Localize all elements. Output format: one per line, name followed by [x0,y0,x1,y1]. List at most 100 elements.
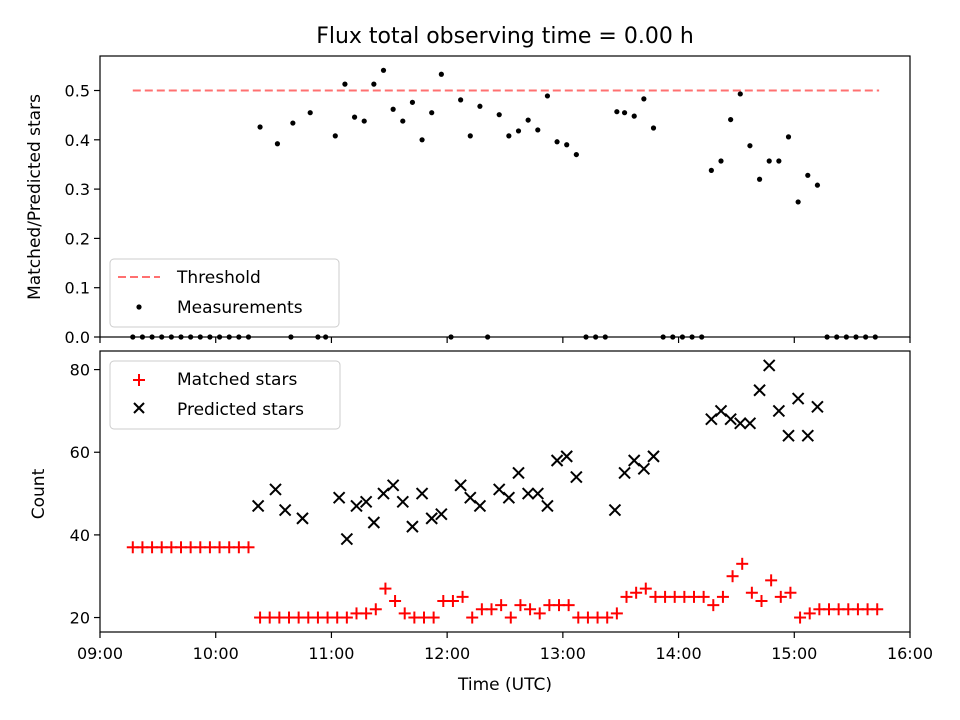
matched-star-point-38 [495,599,508,612]
top-chart-title: Flux total observing time = 0.00 h [316,24,694,49]
matched-star-point-63 [736,557,749,570]
top-ytick-label-0.2: 0.2 [65,229,90,248]
predicted-star-point-23 [531,487,544,500]
predicted-star-point-36 [734,417,747,430]
predicted-star-point-5 [340,532,354,546]
predicted-star-point-14 [425,512,438,525]
bottom-y-ticks: 20 40 60 80 [70,361,100,628]
measurement-point-50 [621,110,628,116]
measurement-point-13 [257,124,263,130]
measurement-point-65 [766,158,772,164]
top-ytick-label-0.5: 0.5 [65,82,90,101]
measurement-point-59 [708,167,714,173]
matched-star-point-33 [446,595,459,608]
bottom-xtick-label-10:00: 10:00 [193,644,239,663]
measurement-point-63 [747,143,753,149]
predicted-star-point-22 [521,487,535,500]
matched-star-point-28 [398,607,411,620]
matched-star-point-40 [514,599,527,612]
bottom-plot-marks [126,359,884,624]
matched-star-point-12 [242,541,255,554]
bottom-plot-frame [99,350,911,633]
bottom-ytick-label-40: 40 [70,526,90,545]
bottom-xtick-label-15:00: 15:00 [771,644,817,663]
matched-star-point-39 [504,611,517,624]
bottom-legend: Matched stars Predicted stars [109,360,341,430]
measurement-point-26 [390,106,396,112]
bottom-xtick-label-13:00: 13:00 [540,644,586,663]
measurements-legend-label: Measurements [177,298,303,318]
measurement-point-20 [332,133,338,139]
predicted-legend-label: Predicted stars [177,400,304,420]
bottom-xtick-label-12:00: 12:00 [424,644,470,663]
predicted-star-point-27 [570,470,583,484]
measurement-point-61 [728,116,734,123]
predicted-star-point-20 [502,491,516,504]
matched-star-point-31 [427,611,440,624]
matched-star-point-77 [871,603,884,616]
predicted-star-point-44 [811,400,824,413]
measurement-point-68 [795,199,801,205]
bottom-xtick-label-09:00: 09:00 [77,644,123,663]
bottom-x-ticks: 09:00 10:00 11:00 12:00 13:00 14:00 15:00 16:00 [77,632,933,663]
measurement-point-25 [380,67,387,73]
measurement-point-30 [429,110,435,116]
top-plot-marks [130,67,880,340]
measurement-point-41 [535,127,541,133]
predicted-star-point-32 [647,450,660,463]
measurement-point-51 [631,113,637,119]
predicted-star-point-13 [415,487,429,500]
measurement-point-35 [477,103,483,109]
predicted-star-point-21 [512,466,525,480]
measurement-point-70 [814,182,821,188]
matched-star-point-52 [630,586,643,599]
matched-star-point-60 [707,599,720,612]
predicted-star-point-8 [367,516,381,529]
measurement-point-27 [400,118,406,124]
predicted-star-point-24 [541,499,554,513]
measurement-point-42 [544,93,551,99]
measurement-point-53 [650,125,657,131]
measurement-point-66 [776,158,782,164]
matched-star-point-49 [601,611,614,624]
threshold-legend-label: Threshold [176,268,261,288]
predicted-star-point-7 [359,495,373,509]
top-ytick-label-0.1: 0.1 [65,279,90,298]
top-ytick-label-0.3: 0.3 [65,180,90,199]
top-x-ticks [99,337,911,343]
bottom-xtick-label-11:00: 11:00 [308,644,354,663]
matched-star-point-65 [755,595,768,608]
measurement-point-24 [371,81,377,87]
predicted-star-point-2 [278,503,292,517]
matched-legend-label: Matched stars [177,370,297,390]
predicted-star-point-26 [560,450,573,463]
bottom-xtick-label-14:00: 14:00 [656,644,702,663]
matched-star-point-59 [697,590,710,603]
predicted-legend-swatch [133,402,145,414]
bottom-legend-box [109,360,341,430]
top-legend-box [109,258,340,328]
matched-star-point-70 [803,607,816,620]
top-plot-frame [99,55,911,338]
measurement-point-40 [525,117,531,123]
bottom-ytick-label-20: 20 [70,609,90,628]
matched-star-point-45 [562,599,575,612]
bottom-xtick-label-16:00: 16:00 [887,644,933,663]
matched-star-point-51 [620,590,633,603]
bottom-ytick-label-60: 60 [70,443,90,462]
top-y-ticks: 0.0 0.1 0.2 0.3 0.4 0.5 [65,82,100,347]
predicted-star-point-15 [435,508,448,521]
predicted-star-point-31 [637,462,651,475]
matched-star-point-27 [389,595,402,608]
predicted-star-point-1 [269,483,282,496]
measurement-point-45 [573,151,579,158]
measurement-point-14 [274,141,281,147]
predicted-star-point-6 [350,499,363,513]
bottom-ytick-label-80: 80 [70,361,90,380]
measurement-point-43 [554,139,560,145]
matched-star-point-37 [485,603,498,616]
measurement-point-21 [342,81,348,87]
measurement-point-49 [614,109,620,115]
